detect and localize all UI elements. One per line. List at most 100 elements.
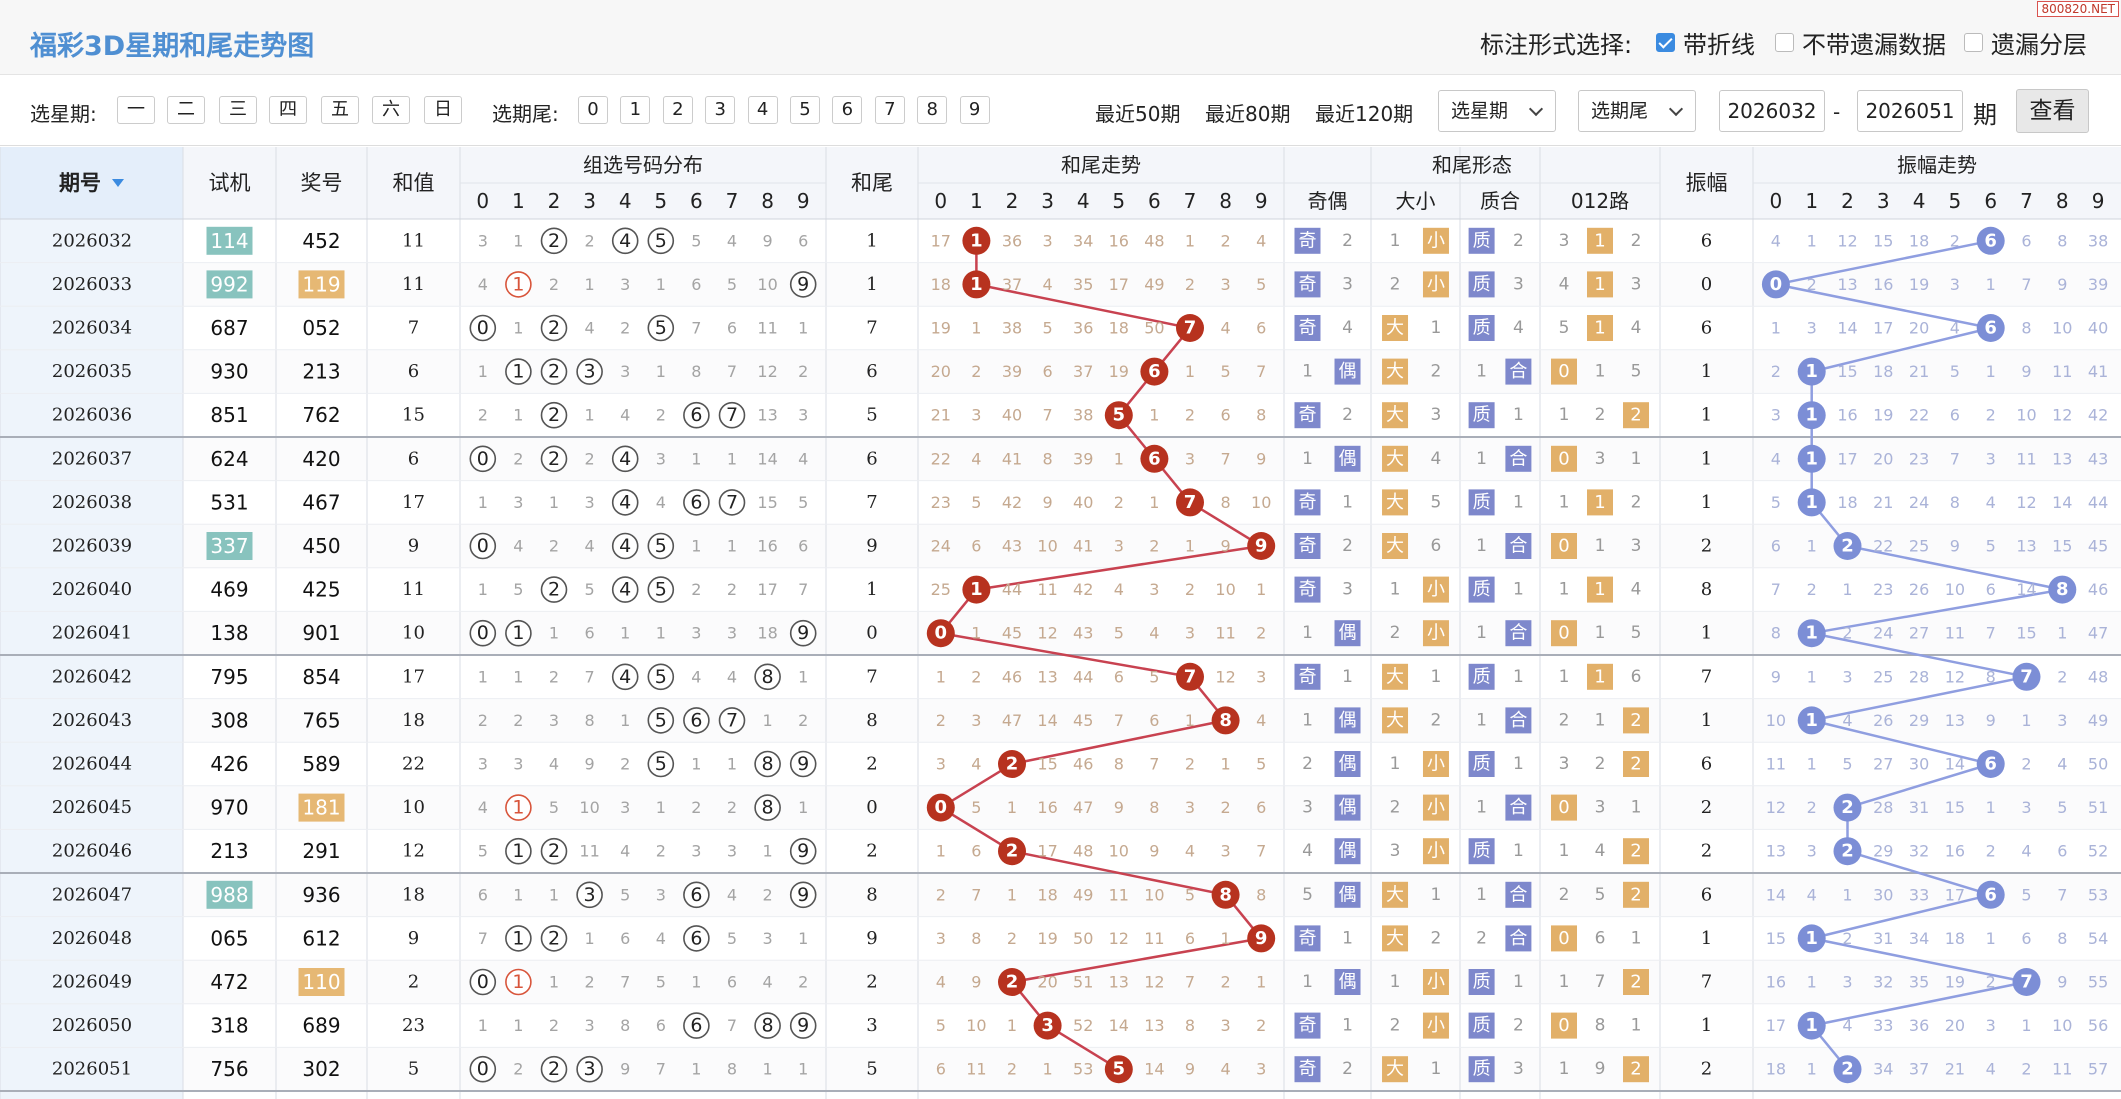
amp-missing: 27 bbox=[1873, 755, 1893, 774]
tail-button-0[interactable]: 0 bbox=[578, 96, 608, 124]
group-missing: 7 bbox=[798, 580, 808, 599]
query-button[interactable]: 查看 bbox=[2016, 89, 2089, 133]
amp-missing: 11 bbox=[2052, 362, 2072, 381]
tail-missing: 6 bbox=[1043, 362, 1053, 381]
form-oe-missing: 1 bbox=[1302, 623, 1313, 643]
tail-button-5[interactable]: 5 bbox=[790, 96, 820, 124]
group-missing: 4 bbox=[656, 493, 666, 512]
group-digit: 0 bbox=[477, 448, 489, 470]
checkbox-icon[interactable] bbox=[1775, 33, 1794, 52]
header-draw: 奖号 bbox=[301, 171, 343, 195]
group-missing: 1 bbox=[798, 319, 808, 338]
option-no-missing[interactable]: 不带遗漏数据 bbox=[1775, 25, 1946, 60]
amp-missing: 1 bbox=[1842, 885, 1852, 904]
tail-missing: 6 bbox=[1256, 319, 1266, 338]
weekday-button-三[interactable]: 三 bbox=[219, 96, 257, 124]
amp-missing: 17 bbox=[1837, 449, 1857, 468]
group-missing: 7 bbox=[585, 667, 595, 686]
group-missing: 2 bbox=[798, 973, 808, 992]
group-missing: 1 bbox=[513, 231, 523, 250]
tail-button-7[interactable]: 7 bbox=[874, 96, 905, 124]
group-missing: 3 bbox=[656, 449, 666, 468]
recent-80-link[interactable]: 最近80期 bbox=[1205, 102, 1291, 126]
tail-button-9[interactable]: 9 bbox=[959, 96, 990, 124]
form-pc-missing: 1 bbox=[1513, 405, 1524, 425]
group-ball bbox=[576, 881, 603, 909]
to-period-input[interactable]: 2026051 bbox=[1857, 90, 1963, 132]
amp-ball-label: 1 bbox=[1805, 1015, 1818, 1036]
form-pc-missing: 1 bbox=[1476, 449, 1487, 469]
form-pc-missing: 1 bbox=[1513, 667, 1524, 687]
checkbox-icon[interactable] bbox=[1964, 33, 1983, 52]
tail-value: 3 bbox=[866, 1015, 877, 1036]
form-pc: 质 bbox=[1473, 972, 1491, 993]
form-oe: 偶 bbox=[1339, 841, 1357, 862]
weekday-button-二[interactable]: 二 bbox=[167, 96, 205, 124]
road-hit-box bbox=[1551, 620, 1577, 647]
tail-button-3[interactable]: 3 bbox=[705, 96, 736, 124]
trial-number: 469 bbox=[210, 578, 248, 602]
form-bs-box bbox=[1382, 881, 1409, 908]
amp-missing: 13 bbox=[1766, 842, 1786, 861]
tail-button-2[interactable]: 2 bbox=[662, 96, 693, 124]
amp-missing: 8 bbox=[2021, 319, 2031, 338]
checkbox-icon-checked[interactable] bbox=[1656, 33, 1675, 52]
road-missing: 1 bbox=[1559, 492, 1570, 512]
option-with-line[interactable]: 带折线 bbox=[1656, 25, 1755, 60]
group-missing: 3 bbox=[620, 362, 630, 381]
form-oe-box bbox=[1294, 576, 1321, 603]
weekday-button-六[interactable]: 六 bbox=[372, 96, 410, 124]
group-ball bbox=[540, 358, 568, 385]
amp-ball-label: 0 bbox=[1770, 274, 1783, 295]
tail-ball bbox=[1247, 532, 1276, 560]
tail-missing: 1 bbox=[1007, 1016, 1017, 1035]
tail-button-6[interactable]: 6 bbox=[832, 96, 863, 124]
road-missing: 5 bbox=[1559, 318, 1570, 338]
form-oe-missing: 4 bbox=[1342, 318, 1353, 338]
group-ball bbox=[789, 750, 817, 778]
group-digit: 3 bbox=[584, 884, 596, 906]
form-pc: 质 bbox=[1473, 1015, 1491, 1036]
tail-missing: 1 bbox=[1114, 449, 1124, 468]
form-bs-box bbox=[1422, 794, 1449, 821]
tail-select[interactable]: 选期尾 bbox=[1578, 90, 1696, 132]
tail-missing: 34 bbox=[1073, 231, 1093, 250]
tail-missing: 42 bbox=[1002, 493, 1022, 512]
weekday-button-五[interactable]: 五 bbox=[321, 96, 359, 124]
amp-missing: 15 bbox=[1837, 362, 1857, 381]
tail-missing: 4 bbox=[1185, 842, 1195, 861]
tail-button-8[interactable]: 8 bbox=[917, 96, 948, 124]
tail-button-1[interactable]: 1 bbox=[620, 96, 651, 124]
weekday-button-日[interactable]: 日 bbox=[424, 96, 462, 124]
form-bs-box bbox=[1422, 576, 1449, 603]
group-digit: 5 bbox=[655, 753, 667, 775]
group-missing: 3 bbox=[620, 275, 630, 294]
group-digit: 5 bbox=[655, 230, 667, 252]
amp-value: 2 bbox=[1701, 797, 1712, 818]
road-missing: 3 bbox=[1595, 798, 1606, 818]
recent-50-link[interactable]: 最近50期 bbox=[1095, 102, 1181, 126]
period-cell: 2026039 bbox=[52, 536, 132, 557]
tail-button-4[interactable]: 4 bbox=[747, 96, 778, 124]
group-ball bbox=[718, 489, 746, 516]
tail-missing: 18 bbox=[1109, 319, 1129, 338]
form-pc-box bbox=[1505, 445, 1532, 472]
weekday-select[interactable]: 选星期 bbox=[1438, 90, 1556, 132]
form-oe: 奇 bbox=[1298, 579, 1316, 600]
road-hit-box bbox=[1623, 1056, 1649, 1083]
tail-ball-label: 6 bbox=[1148, 361, 1161, 382]
from-period-input[interactable]: 2026032 bbox=[1719, 90, 1825, 132]
weekday-button-一[interactable]: 一 bbox=[117, 96, 155, 124]
form-bs: 小 bbox=[1427, 274, 1445, 295]
option-missing-layer[interactable]: 遗漏分层 bbox=[1964, 25, 2087, 60]
tail-missing: 21 bbox=[931, 406, 951, 425]
amp-ball bbox=[1761, 270, 1790, 299]
recent-120-link[interactable]: 最近120期 bbox=[1315, 102, 1414, 126]
group-missing: 2 bbox=[620, 319, 630, 338]
group-ball bbox=[540, 401, 568, 429]
tail-missing: 9 bbox=[1221, 537, 1231, 556]
header-period: 期号 bbox=[59, 171, 101, 195]
header-digit-6: 6 bbox=[690, 189, 703, 213]
weekday-button-四[interactable]: 四 bbox=[269, 96, 307, 124]
